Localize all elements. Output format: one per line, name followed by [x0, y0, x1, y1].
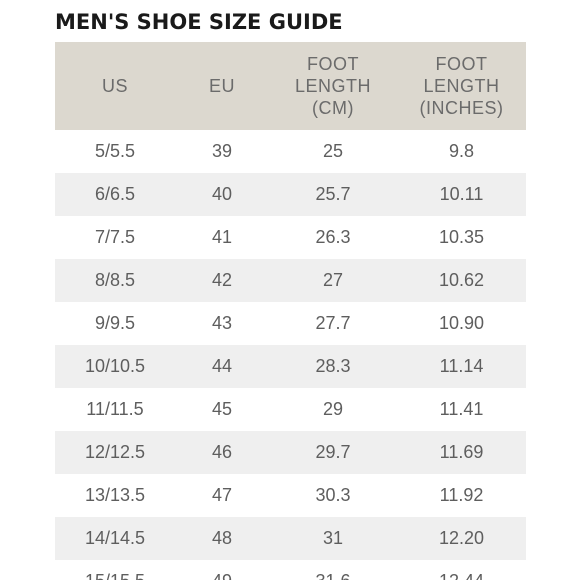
table-row: 5/5.5 39 25 9.8	[55, 130, 526, 173]
cell-us: 7/7.5	[94, 227, 136, 247]
cell-cm: 30.3	[315, 485, 351, 505]
header-row: US EU FOOT LENGTH (CM) FOOT LENGTH (INCH…	[55, 42, 526, 130]
table-row: 8/8.5 42 27 10.62	[55, 259, 526, 302]
cell-cm: 31	[322, 528, 344, 548]
header-line: LENGTH	[294, 76, 371, 96]
cell-inches: 12.44	[397, 560, 526, 580]
cell-cm: 28.3	[315, 356, 351, 376]
cell-eu: 42	[211, 270, 233, 290]
header-line: FOOT	[435, 54, 488, 74]
size-table: US EU FOOT LENGTH (CM) FOOT LENGTH (INCH…	[55, 42, 526, 580]
cell-eu: 47	[211, 485, 233, 505]
cell-us: 10/10.5	[84, 356, 146, 376]
cell-inches: 11.14	[439, 356, 484, 376]
table-row: 11/11.5 45 29 11.41	[55, 388, 526, 431]
cell-eu: 41	[211, 227, 233, 247]
cell-cm: 26.3	[315, 227, 351, 247]
table-row: 9/9.5 43 27.7 10.90	[55, 302, 526, 345]
cell-eu: 39	[211, 141, 233, 161]
cell-us: 14/14.5	[84, 528, 146, 548]
cell-eu: 44	[211, 356, 233, 376]
table-body: 5/5.5 39 25 9.8 6/6.5 40 25.7 10.11 7/7.…	[55, 130, 526, 580]
cell-us: 8/8.5	[94, 270, 136, 290]
table-row: 6/6.5 40 25.7 10.11	[55, 173, 526, 216]
table-row: 7/7.5 41 26.3 10.35	[55, 216, 526, 259]
table-row: 13/13.5 47 30.3 11.92	[55, 474, 526, 517]
cell-cm: 27.7	[315, 313, 351, 333]
cell-cm: 29	[322, 399, 344, 419]
cell-inches: 11.41	[439, 399, 484, 419]
cell-cm: 27	[322, 270, 344, 290]
cell-inches: 10.11	[439, 184, 484, 204]
header-line: (CM)	[312, 98, 354, 118]
header-line: FOOT	[307, 54, 359, 74]
header-line: (INCHES)	[419, 98, 504, 118]
cell-inches: 10.90	[438, 313, 485, 333]
cell-eu: 43	[211, 313, 233, 333]
cell-us: 5/5.5	[94, 141, 136, 161]
cell-eu: 45	[211, 399, 233, 419]
header-foot-length-inches: FOOT LENGTH (INCHES)	[397, 42, 526, 130]
cell-us: 12/12.5	[84, 442, 146, 462]
cell-us: 11/11.5	[86, 399, 144, 419]
table-header: US EU FOOT LENGTH (CM) FOOT LENGTH (INCH…	[55, 42, 526, 130]
header-line: EU	[208, 76, 235, 96]
cell-eu: 48	[211, 528, 233, 548]
cell-us: 15/15.5	[55, 560, 175, 580]
header-line: US	[101, 76, 128, 96]
cell-eu: 46	[211, 442, 233, 462]
cell-cm: 29.7	[315, 442, 351, 462]
cell-cm: 31.6	[269, 560, 397, 580]
header-foot-length-cm: FOOT LENGTH (CM)	[269, 42, 397, 130]
table-row: 14/14.5 48 31 12.20	[55, 517, 526, 560]
cell-cm: 25	[322, 141, 344, 161]
page-title: MEN'S SHOE SIZE GUIDE	[55, 10, 343, 34]
cell-inches: 10.62	[438, 270, 485, 290]
cell-us: 9/9.5	[94, 313, 136, 333]
cell-inches: 12.20	[438, 528, 485, 548]
table-row: 15/15.5 49 31.6 12.44	[55, 560, 526, 580]
header-us: US	[55, 42, 175, 130]
cell-cm: 25.7	[315, 184, 351, 204]
cell-inches: 11.69	[439, 442, 484, 462]
cell-us: 13/13.5	[84, 485, 146, 505]
cell-inches: 11.92	[439, 485, 484, 505]
table-row: 12/12.5 46 29.7 11.69	[55, 431, 526, 474]
cell-eu: 49	[175, 560, 269, 580]
cell-eu: 40	[211, 184, 233, 204]
header-eu: EU	[175, 42, 269, 130]
cell-inches: 10.35	[438, 227, 485, 247]
table-row: 10/10.5 44 28.3 11.14	[55, 345, 526, 388]
cell-inches: 9.8	[448, 141, 475, 161]
header-line: LENGTH	[423, 76, 500, 96]
cell-us: 6/6.5	[94, 184, 136, 204]
